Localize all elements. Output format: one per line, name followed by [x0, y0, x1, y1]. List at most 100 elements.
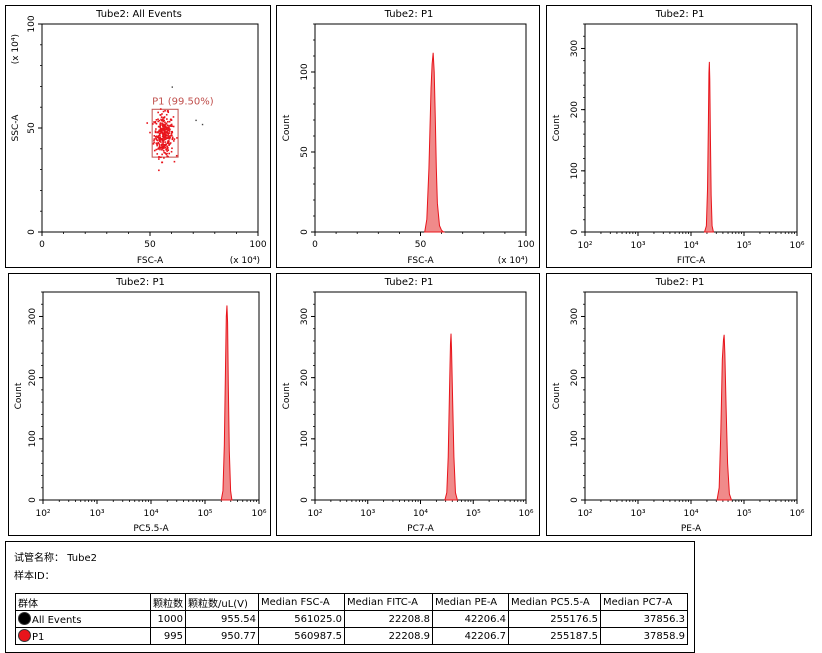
event-point [162, 120, 165, 123]
event-point [153, 121, 155, 123]
event-point [155, 122, 158, 125]
event-point [155, 119, 158, 121]
event-point [157, 135, 160, 137]
outlier-point [195, 119, 197, 122]
histogram-area [220, 305, 233, 501]
y-tick-label: 200 [570, 369, 580, 386]
event-point [158, 147, 161, 149]
y-tick-label: 100 [570, 430, 580, 447]
plot-frame [584, 291, 798, 501]
sample-id-line: 样本ID： [14, 567, 55, 582]
event-point [161, 119, 163, 122]
histogram-fitc: Tube2: P1 0 100 200 300 10² 10³ 10⁴ 10⁵ 10⁶ FITC-A… [552, 9, 805, 266]
event-point [154, 130, 157, 132]
event-point [167, 110, 169, 112]
event-point [163, 127, 166, 130]
event-point [163, 129, 165, 131]
count-per-ul-cell: 950.77 [185, 627, 259, 645]
event-point [158, 156, 160, 158]
event-point [146, 122, 149, 124]
x-tick-label: 10⁶ [518, 509, 533, 519]
event-point [158, 145, 161, 148]
plot-panel-1: Tube2: All Events 0 50 100 0 50 100 FSC-A SSC-A (… [5, 5, 271, 268]
event-point [166, 118, 168, 120]
event-point [154, 135, 157, 138]
event-point [156, 139, 159, 142]
plot-title: Tube2: P1 [655, 9, 705, 20]
y-axis-label: Count [282, 382, 292, 409]
event-point [167, 129, 170, 132]
event-point [167, 132, 170, 134]
histogram-area [716, 334, 733, 501]
event-point [166, 145, 169, 148]
event-point [167, 120, 169, 123]
count-cell: 1000 [150, 610, 186, 628]
event-point [160, 129, 163, 131]
event-point [160, 141, 162, 143]
event-point [158, 169, 160, 172]
event-point [156, 153, 159, 155]
histogram-fsc: Tube2: P1 0 50 100 0 50 100 FSC-A Count (x 10⁴) [282, 9, 535, 266]
event-point [161, 122, 163, 125]
event-point [160, 139, 163, 141]
event-point [161, 153, 163, 156]
event-point [163, 139, 165, 141]
event-point [165, 137, 168, 139]
event-point [158, 142, 160, 145]
x-tick-label: 10² [307, 509, 322, 519]
median-pc55-cell: 255176.5 [508, 610, 601, 628]
event-point [164, 109, 166, 112]
event-point [157, 111, 159, 114]
x-tick-label: 10⁴ [683, 509, 698, 519]
y-tick-label: 0 [300, 229, 310, 235]
event-point [163, 137, 165, 139]
event-point [162, 110, 165, 113]
event-point [161, 148, 163, 151]
histogram-area [444, 333, 459, 501]
median-fitc-cell: 22208.9 [344, 627, 433, 645]
event-point [159, 138, 161, 141]
event-point [166, 147, 169, 150]
event-point [149, 131, 151, 134]
event-point [167, 155, 169, 158]
event-point [161, 143, 164, 146]
y-tick-label: 0 [570, 497, 580, 503]
x-tick-label: 10⁶ [789, 241, 804, 251]
histogram-pc7: Tube2: P1 0 100 200 300 10² 10³ 10⁴ 10⁵ 10⁶ PC7-A C… [282, 277, 534, 534]
event-point [165, 133, 167, 135]
event-point [158, 158, 160, 160]
event-point [169, 136, 171, 139]
event-point [161, 113, 163, 115]
event-point [167, 149, 170, 152]
event-point [166, 142, 169, 145]
event-point [156, 142, 158, 145]
event-point [162, 132, 165, 135]
event-point [161, 147, 164, 150]
event-point [160, 116, 163, 118]
histogram-pc55: Tube2: P1 0 100 200 300 10² 10³ 10⁴ 10⁵ 10⁶ PC5.5-… [14, 277, 267, 534]
event-point [171, 131, 174, 134]
header-count-per-ul: 颗粒数/uL(V) [185, 593, 259, 611]
event-point [165, 113, 168, 116]
population-cell: P1 [15, 627, 151, 645]
x-multiplier-label: (x 10⁴) [498, 256, 528, 266]
statistics-table: 群体 颗粒数 颗粒数/uL(V) Median FSC-A Median FIT… [15, 593, 688, 645]
y-axis-label: Count [282, 114, 292, 141]
event-point [161, 124, 164, 126]
population-color-dot [18, 612, 31, 625]
event-point [168, 120, 171, 123]
y-tick-label: 50 [27, 122, 37, 134]
event-point [153, 149, 156, 152]
event-point [154, 121, 157, 123]
event-point [163, 130, 166, 132]
event-point [153, 141, 155, 144]
x-tick-label: 50 [415, 240, 427, 250]
table-row: P1 995 950.77 560987.5 22208.9 42206.7 2… [15, 627, 688, 645]
event-point [162, 141, 164, 143]
event-point [166, 155, 168, 157]
count-cell: 995 [150, 627, 186, 645]
sample-info-panel: 试管名称： Tube2 样本ID： 群体 颗粒数 颗粒数/uL(V) Media… [5, 541, 695, 653]
event-point [159, 128, 162, 131]
x-tick-label: 10⁵ [466, 509, 481, 519]
event-point [168, 143, 171, 146]
